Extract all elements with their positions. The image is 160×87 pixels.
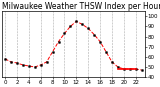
Text: Milwaukee Weather THSW Index per Hour (F) (Last 24 Hours): Milwaukee Weather THSW Index per Hour (F… bbox=[2, 2, 160, 11]
